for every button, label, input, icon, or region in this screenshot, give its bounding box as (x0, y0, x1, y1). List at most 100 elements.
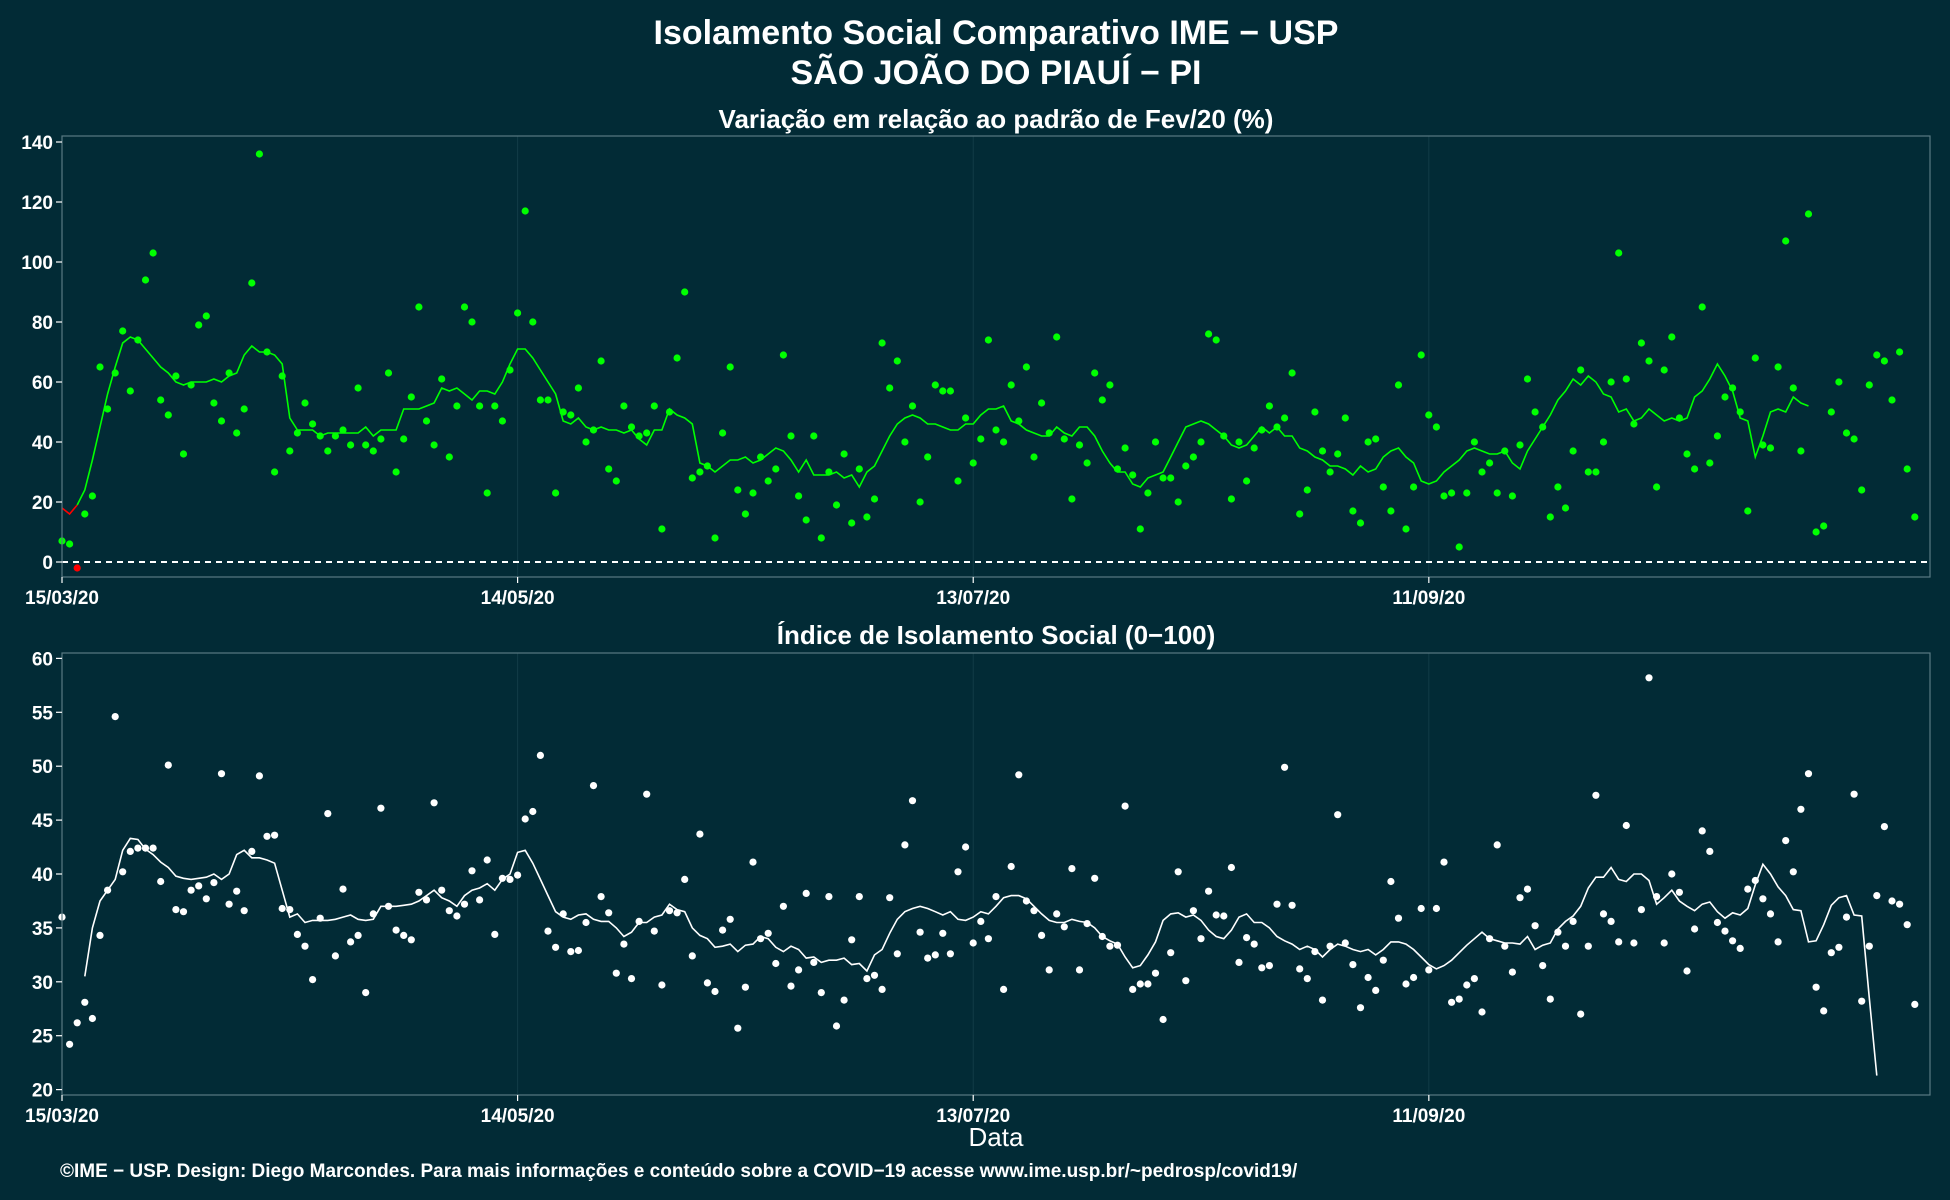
data-point (1265, 402, 1273, 410)
data-point (240, 907, 248, 915)
data-point (1713, 918, 1721, 927)
data-point (1736, 944, 1744, 953)
data-point (1493, 841, 1501, 849)
data-point (377, 804, 385, 812)
data-point (430, 441, 438, 449)
data-point (544, 396, 552, 404)
data-point (1835, 943, 1843, 951)
data-point (719, 926, 727, 934)
data-point (81, 510, 89, 518)
data-point (1106, 942, 1114, 950)
data-point (1782, 237, 1790, 245)
data-point (734, 486, 742, 494)
data-point (1759, 441, 1767, 449)
x-tick-label: 14/05/20 (481, 588, 555, 609)
data-point (711, 534, 719, 542)
data-point (1668, 870, 1676, 878)
data-point (1129, 471, 1137, 479)
data-point (195, 321, 203, 329)
data-point (620, 402, 628, 410)
y-tick-label: 0 (42, 553, 53, 574)
data-point (1030, 453, 1038, 461)
data-point (324, 810, 332, 818)
y-tick-label: 20 (32, 493, 53, 514)
data-point (840, 450, 848, 458)
data-point (627, 975, 636, 983)
data-point (1888, 897, 1896, 905)
data-point (1083, 920, 1091, 928)
data-point (1007, 381, 1015, 389)
data-point (741, 983, 750, 991)
data-point (339, 885, 347, 893)
data-point (1789, 384, 1797, 392)
data-point (559, 408, 567, 416)
data-point (506, 366, 514, 374)
data-point (643, 429, 651, 437)
data-point (1561, 942, 1570, 950)
data-point (1167, 949, 1175, 957)
data-point (779, 902, 788, 910)
data-point (1880, 823, 1888, 831)
data-point (1448, 489, 1456, 497)
data-point (757, 453, 765, 461)
data-point (1660, 366, 1668, 374)
data-point (673, 909, 681, 917)
data-point (1630, 939, 1638, 947)
data-point (1508, 492, 1516, 500)
data-point (1584, 468, 1592, 476)
data-point (1318, 447, 1327, 455)
data-point (1774, 363, 1782, 371)
data-point (316, 914, 324, 922)
data-point (1410, 483, 1418, 491)
data-point (157, 877, 165, 886)
data-point (1850, 790, 1858, 798)
data-point (483, 856, 491, 864)
data-point (1873, 892, 1881, 900)
data-point (529, 807, 537, 816)
data-point (1531, 922, 1539, 930)
data-point (1075, 441, 1084, 449)
data-point (354, 931, 362, 940)
data-point (681, 875, 689, 884)
y-tick-label: 35 (32, 919, 54, 940)
data-point (96, 363, 104, 371)
data-point (1220, 912, 1228, 920)
data-point (468, 318, 476, 326)
data-point (1387, 877, 1395, 886)
data-point (1113, 465, 1122, 473)
data-point (1273, 423, 1281, 431)
data-point (1091, 369, 1099, 377)
data-point (1189, 453, 1197, 461)
data-point (1151, 438, 1160, 446)
data-point (779, 351, 788, 359)
data-point (931, 381, 939, 389)
data-point (225, 369, 233, 377)
data-point (1797, 805, 1805, 813)
data-point (1463, 489, 1471, 497)
data-point (817, 534, 825, 542)
data-point (886, 894, 894, 902)
data-point (1235, 958, 1243, 967)
data-point (1729, 937, 1737, 945)
data-point (924, 453, 932, 461)
data-point (764, 929, 772, 937)
data-point (1691, 925, 1699, 933)
data-point (1592, 791, 1600, 799)
data-point (255, 772, 263, 780)
data-point (749, 858, 757, 866)
data-point (1850, 435, 1858, 443)
data-point (286, 447, 294, 455)
data-point (1645, 357, 1653, 365)
data-point (650, 402, 658, 410)
data-point (1486, 459, 1494, 467)
data-point (1432, 423, 1440, 431)
data-point (650, 927, 658, 935)
data-point (1789, 868, 1797, 876)
data-point (939, 387, 947, 395)
data-point (392, 468, 400, 476)
data-point (1250, 444, 1258, 452)
data-point (665, 408, 674, 416)
data-point (802, 889, 810, 898)
